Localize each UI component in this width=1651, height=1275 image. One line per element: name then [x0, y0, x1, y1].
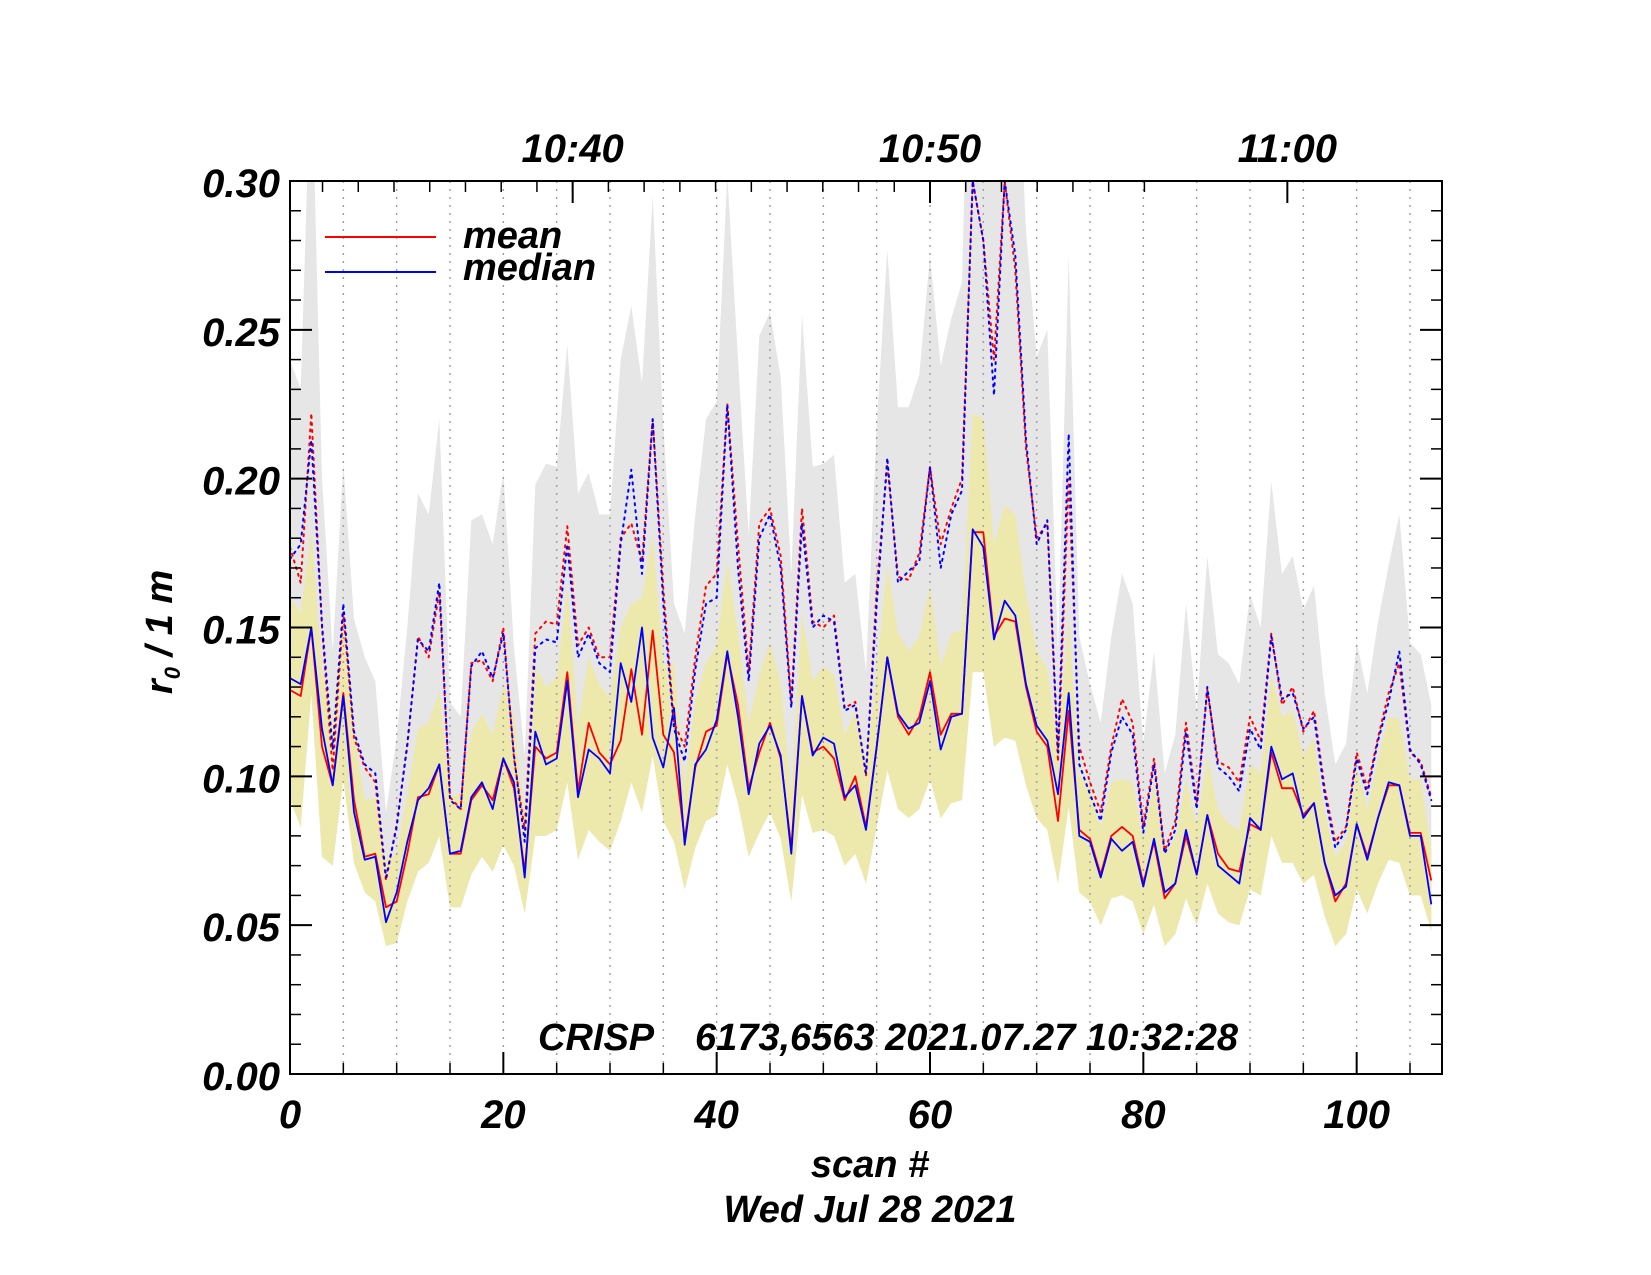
median-line [290, 528, 1433, 924]
data-series [290, 181, 1433, 924]
time-tick-label: 10:50 [879, 127, 981, 171]
chart-title: CRISP 6173,6563 2021.07.27 10:32:28 [538, 1017, 1239, 1059]
x-axis-date-label: Wed Jul 28 2021 [724, 1189, 1017, 1231]
x-tick-label: 0 [279, 1093, 301, 1137]
y-tick-label: 0.10 [202, 757, 280, 801]
time-tick-label: 10:40 [522, 127, 624, 171]
x-tick-label: 60 [908, 1093, 953, 1137]
scan-boundaries [342, 181, 1411, 1074]
x-axis-label: scan # [811, 1144, 930, 1186]
plot-frame [289, 180, 1443, 1075]
y-axis-label: r0 / 1 m [139, 570, 185, 694]
x-tick-label: 100 [1323, 1093, 1390, 1137]
y-tick-label: 0.05 [202, 906, 281, 950]
y-tick-label: 0.30 [202, 162, 280, 206]
time-axis-labels: 10:40 10:50 11:00 [522, 127, 1337, 171]
time-tick-label: 11:00 [1238, 127, 1337, 171]
median-upper-line [290, 181, 1433, 879]
y-tick-label: 0.25 [202, 311, 281, 355]
mean-line [290, 531, 1433, 909]
y-tick-label: 0.15 [202, 609, 281, 653]
legend-mean-label: mean [463, 215, 562, 257]
y-axis-label-subscript: 0 [160, 666, 185, 679]
y-tick-label: 0.00 [202, 1055, 280, 1099]
y-tick-label: 0.20 [202, 460, 280, 504]
legend: mean median [325, 215, 596, 289]
x-tick-labels: 0 20 40 60 80 100 [279, 1093, 1390, 1137]
x-tick-label: 40 [693, 1093, 739, 1137]
y-axis-label-main: r [139, 677, 181, 694]
y-tick-labels: 0.00 0.05 0.10 0.15 0.20 0.25 0.30 [202, 162, 281, 1099]
legend-median-label: median [463, 247, 596, 289]
x-tick-label: 80 [1121, 1093, 1166, 1137]
inner-range-band [290, 413, 1432, 946]
plot-area [290, 181, 1433, 1074]
mean-upper-line [290, 181, 1433, 882]
x-tick-label: 20 [480, 1093, 526, 1137]
y-axis-label-unit: / 1 m [139, 570, 181, 667]
